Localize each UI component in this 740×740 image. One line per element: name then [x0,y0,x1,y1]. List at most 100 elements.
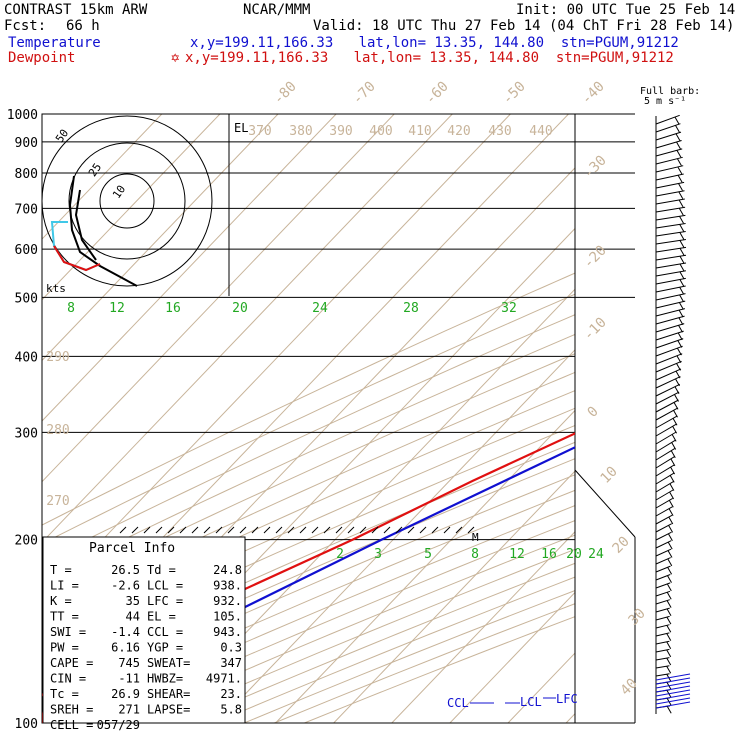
parcel-info-label: CIN = [50,672,86,686]
parcel-info-value: 5.8 [220,703,242,717]
isotherm-line [42,114,279,362]
temperature-info: x,y=199.11,166.33 lat,lon= 13.35, 144.80… [190,35,679,51]
parcel-info-label: CCL = [147,625,183,639]
wind-barb [655,590,671,597]
dry-adiabat-line [42,272,575,526]
hodograph-trace-black-inner [74,189,97,261]
parcel-info-label: LI = [50,579,79,593]
wind-barb [655,173,684,181]
hodograph-ring [68,142,186,260]
wind-barb [655,123,681,133]
pressure-tick-label: 900 [15,136,38,151]
dry-adiabat-line [42,371,575,614]
wind-barb-dense [655,681,691,689]
parcel-info-value: 943. [213,625,242,639]
moist-adiabat-line [710,114,740,297]
wind-barb [655,431,677,445]
wind-barb-feather [679,248,685,256]
mixing-ratio-label: 8 [471,547,479,562]
parcel-info-label: SREH = [50,703,93,717]
wind-barb-dense [655,693,691,701]
hatch-tick [287,526,295,534]
isotherm-label: -60 [423,79,452,108]
valid-time: Valid: 18 UTC Thu 27 Feb 14 (04 ChT Fri … [313,18,735,34]
hatch-tick [431,526,439,534]
isotherm-line [42,114,221,301]
isotherm-label: 40 [618,676,641,699]
wind-barb [655,148,683,157]
mixing-ratio-label: 20 [232,301,248,316]
hodograph-trace-red [53,245,101,272]
isotherm-line [42,114,337,422]
wind-barb-feather [678,191,684,200]
wind-barb [655,353,683,365]
parcel-info-label: HWBZ= [147,672,183,686]
wind-barb-dense [655,689,691,697]
isotherm-line [333,470,575,723]
wind-barbs [655,114,691,714]
dry-adiabat-line [42,390,575,631]
theta-label: 420 [447,124,470,139]
wind-barb [655,223,686,229]
isotherm-line [391,531,575,723]
wind-barb [655,140,682,149]
fcst-value: 66 h [66,18,100,34]
hatch-tick [155,526,163,534]
mixing-ratio-label: 2 [336,547,344,562]
pressure-tick-label: 800 [15,167,38,182]
hatch-tick [239,526,247,534]
theta-label: 380 [289,124,312,139]
lfc-label: LFC [556,692,578,706]
wind-barb-feather [679,263,685,272]
wind-barb-feather [667,533,673,542]
isotherm-label: 0 [585,404,602,421]
hatch-tick [215,526,223,534]
isotherm-label: -30 [581,153,610,182]
wind-barb-dense [655,673,691,681]
wind-barb-feather [670,458,676,467]
wind-barb-feather [666,665,672,674]
wind-barb [655,481,674,493]
wind-barb [655,376,681,389]
hatch-tick [143,526,151,534]
wind-barb [655,447,676,461]
wind-barb-feather [678,325,683,333]
wind-barb-feather [666,706,672,714]
wind-barb [655,514,673,525]
hodograph-unit-label: kts [46,282,66,295]
wind-barb [655,456,675,469]
wind-barb [655,423,677,437]
init-time: Init: 00 UTC Tue 25 Feb 14 [516,2,736,18]
wind-barb-feather [679,224,685,232]
wind-barb-feather [676,141,681,150]
wind-barb [655,270,686,277]
wind-barb-feather [679,216,684,224]
parcel-info-value: 745 [118,656,140,670]
wind-barb-feather [677,174,683,183]
wind-barb-feather [679,271,685,280]
isotherm-line [507,652,575,723]
wind-barb [655,315,685,325]
wind-barb-feather [666,600,672,608]
wind-barb-feather [666,657,672,666]
hatch-tick [299,526,307,534]
mixing-ratio-label: 32 [501,301,517,316]
mixing-ratio-label: 12 [109,301,125,316]
wind-barb [655,293,686,301]
hodograph-ring-label: 10 [110,183,128,201]
wind-barb [655,330,684,341]
wind-barb-feather [667,567,673,575]
parcel-info-value: 26.5 [111,563,140,577]
parcel-info-value: -2.6 [111,579,140,593]
wind-barb [655,254,687,261]
hatch-tick [191,526,199,534]
theta-label: 270 [46,494,69,509]
isotherm-label: 30 [626,606,649,629]
wind-barb [655,323,685,333]
wind-barb [655,239,686,245]
isotherm-line [275,409,575,723]
hatch-tick [263,526,271,534]
center-title: NCAR/MMM [243,2,311,18]
wind-barb-feather [666,616,672,625]
